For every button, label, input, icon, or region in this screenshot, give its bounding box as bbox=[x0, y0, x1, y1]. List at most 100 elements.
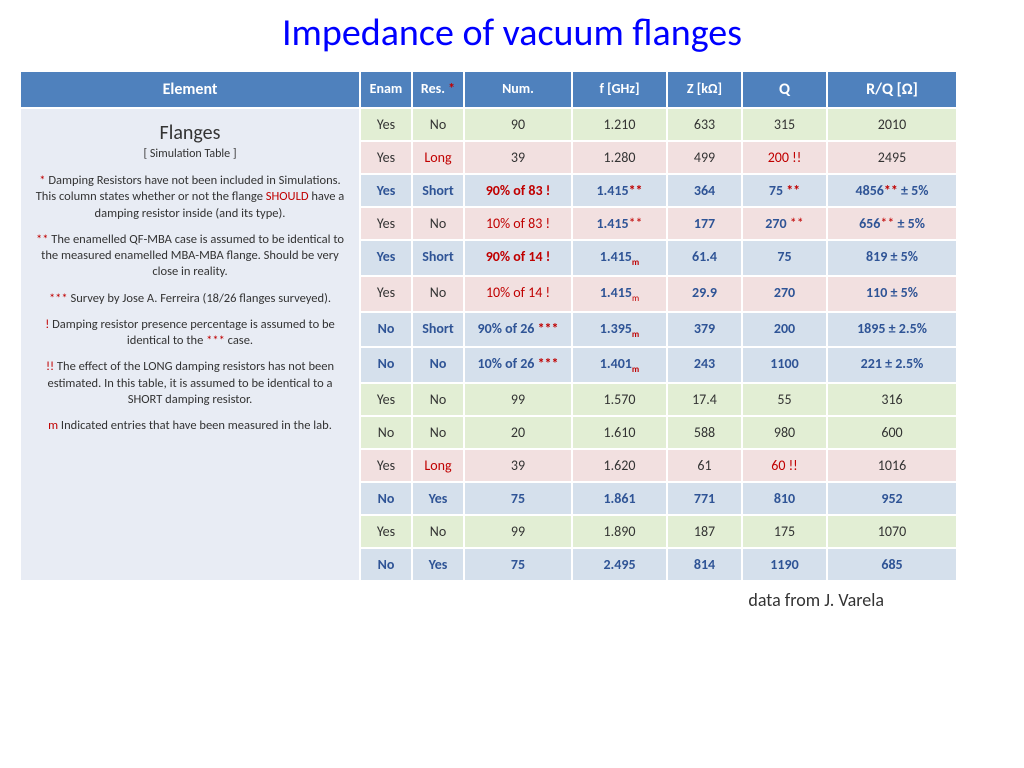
table-cell: 2495 bbox=[827, 141, 957, 174]
header-z: Z [kΩ] bbox=[667, 71, 742, 108]
table-cell: 364 bbox=[667, 174, 742, 207]
table-cell: 90% of 26 *** bbox=[464, 312, 572, 348]
table-cell: 1.620 bbox=[572, 449, 667, 482]
table-row: NoNo10% of 26 ***1.401m2431100221 ± 2.5% bbox=[360, 347, 1004, 383]
table-cell: 1.570 bbox=[572, 383, 667, 416]
table-cell: 175 bbox=[742, 515, 827, 548]
table-cell: 2010 bbox=[827, 108, 957, 141]
table-cell: 177 bbox=[667, 207, 742, 240]
table-cell: 17.4 bbox=[667, 383, 742, 416]
table-row: NoShort90% of 26 ***1.395m3792001895 ± 2… bbox=[360, 312, 1004, 348]
table-cell: 1.395m bbox=[572, 312, 667, 348]
table-row: YesShort90% of 14 !1.415m61.475819 ± 5% bbox=[360, 240, 1004, 276]
table-cell: 99 bbox=[464, 383, 572, 416]
table-header-row: Element Enam Res. * Num. f [GHz] Z [kΩ] … bbox=[20, 71, 1004, 108]
table-cell: 379 bbox=[667, 312, 742, 348]
table-cell: Yes bbox=[360, 108, 412, 141]
table-cell: 952 bbox=[827, 482, 957, 515]
table-cell: No bbox=[412, 347, 464, 383]
table-cell: No bbox=[412, 276, 464, 312]
table-cell: No bbox=[360, 482, 412, 515]
slide-container: Impedance of vacuum flanges Element Enam… bbox=[0, 0, 1024, 621]
table-cell: No bbox=[412, 207, 464, 240]
table-cell: 200 !! bbox=[742, 141, 827, 174]
rows-area: YesNo901.2106333152010YesLong391.2804992… bbox=[360, 108, 1004, 581]
table-cell: 1100 bbox=[742, 347, 827, 383]
table-cell: 600 bbox=[827, 416, 957, 449]
table-cell: 1.415** bbox=[572, 207, 667, 240]
table-cell: 270 bbox=[742, 276, 827, 312]
table-cell: 1.861 bbox=[572, 482, 667, 515]
data-table: Element Enam Res. * Num. f [GHz] Z [kΩ] … bbox=[20, 71, 1004, 581]
element-description: Flanges [ Simulation Table ] * Damping R… bbox=[20, 108, 360, 581]
table-row: YesNo10% of 83 !1.415**177270 **656** ± … bbox=[360, 207, 1004, 240]
page-title: Impedance of vacuum flanges bbox=[20, 10, 1004, 56]
table-cell: Yes bbox=[360, 449, 412, 482]
table-cell: 10% of 14 ! bbox=[464, 276, 572, 312]
table-cell: 270 ** bbox=[742, 207, 827, 240]
table-cell: 90 bbox=[464, 108, 572, 141]
table-cell: Yes bbox=[360, 240, 412, 276]
table-cell: 1.890 bbox=[572, 515, 667, 548]
table-row: YesLong391.6206160 !!1016 bbox=[360, 449, 1004, 482]
table-cell: Yes bbox=[360, 515, 412, 548]
table-cell: 315 bbox=[742, 108, 827, 141]
table-cell: 980 bbox=[742, 416, 827, 449]
table-cell: Yes bbox=[412, 482, 464, 515]
data-source: data from J. Varela bbox=[20, 589, 1004, 611]
table-cell: 499 bbox=[667, 141, 742, 174]
table-cell: 1070 bbox=[827, 515, 957, 548]
table-cell: 187 bbox=[667, 515, 742, 548]
table-cell: 221 ± 2.5% bbox=[827, 347, 957, 383]
table-cell: 75 bbox=[742, 240, 827, 276]
note-4: ! Damping resistor presence percentage i… bbox=[33, 317, 347, 350]
header-element: Element bbox=[20, 71, 360, 108]
table-cell: 588 bbox=[667, 416, 742, 449]
table-cell: 10% of 83 ! bbox=[464, 207, 572, 240]
table-cell: Yes bbox=[360, 174, 412, 207]
table-cell: Yes bbox=[360, 383, 412, 416]
table-cell: 90% of 83 ! bbox=[464, 174, 572, 207]
table-cell: 39 bbox=[464, 141, 572, 174]
table-cell: 819 ± 5% bbox=[827, 240, 957, 276]
table-cell: 1.210 bbox=[572, 108, 667, 141]
table-cell: 55 bbox=[742, 383, 827, 416]
table-cell: 1.610 bbox=[572, 416, 667, 449]
table-cell: 1.415m bbox=[572, 276, 667, 312]
table-cell: 1.415** bbox=[572, 174, 667, 207]
header-f: f [GHz] bbox=[572, 71, 667, 108]
table-row: NoNo201.610588980600 bbox=[360, 416, 1004, 449]
note-2: ** The enamelled QF-MBA case is assumed … bbox=[33, 232, 347, 281]
table-cell: Short bbox=[412, 240, 464, 276]
table-cell: 1.280 bbox=[572, 141, 667, 174]
table-row: YesNo901.2106333152010 bbox=[360, 108, 1004, 141]
table-cell: No bbox=[360, 312, 412, 348]
table-cell: 1.401m bbox=[572, 347, 667, 383]
table-cell: Yes bbox=[360, 141, 412, 174]
table-cell: 633 bbox=[667, 108, 742, 141]
table-cell: 75 bbox=[464, 548, 572, 581]
table-cell: 99 bbox=[464, 515, 572, 548]
table-cell: 110 ± 5% bbox=[827, 276, 957, 312]
table-cell: 61.4 bbox=[667, 240, 742, 276]
table-cell: 316 bbox=[827, 383, 957, 416]
table-cell: Yes bbox=[360, 207, 412, 240]
flanges-title: Flanges bbox=[33, 121, 347, 145]
table-cell: 75 bbox=[464, 482, 572, 515]
table-cell: 20 bbox=[464, 416, 572, 449]
table-cell: No bbox=[412, 416, 464, 449]
table-row: YesLong391.280499200 !!2495 bbox=[360, 141, 1004, 174]
header-num: Num. bbox=[464, 71, 572, 108]
table-cell: 90% of 14 ! bbox=[464, 240, 572, 276]
flanges-subtitle: [ Simulation Table ] bbox=[33, 147, 347, 161]
table-cell: 2.495 bbox=[572, 548, 667, 581]
table-cell: 61 bbox=[667, 449, 742, 482]
table-cell: Short bbox=[412, 174, 464, 207]
table-cell: 29.9 bbox=[667, 276, 742, 312]
table-row: NoYes751.861771810952 bbox=[360, 482, 1004, 515]
table-cell: No bbox=[360, 416, 412, 449]
table-cell: No bbox=[412, 383, 464, 416]
table-cell: 656** ± 5% bbox=[827, 207, 957, 240]
table-cell: 1.415m bbox=[572, 240, 667, 276]
table-row: YesNo991.57017.455316 bbox=[360, 383, 1004, 416]
